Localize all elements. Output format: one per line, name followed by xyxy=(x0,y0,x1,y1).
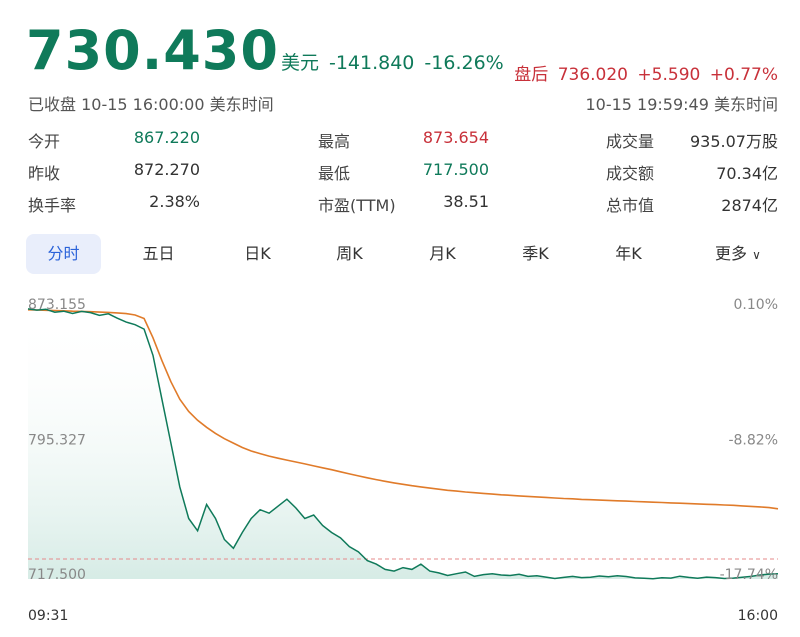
y-axis-label-left: 795.327 xyxy=(28,433,86,449)
after-hours-quote: 盘后 736.020 +5.590 +0.77% xyxy=(514,60,778,85)
price-line xyxy=(27,308,779,580)
stat-value-low: 717.500 xyxy=(422,160,489,179)
price-header: 730.430 美元 -141.840 -16.26% xyxy=(26,24,504,78)
tab-monthly-k[interactable]: 月K xyxy=(429,244,456,263)
tab-more[interactable]: 更多 ∨ xyxy=(694,234,782,274)
tab-daily-k[interactable]: 日K xyxy=(244,244,271,263)
stat-label-low: 最低 xyxy=(318,164,351,183)
stat-label-volume: 成交量 xyxy=(606,132,655,151)
x-axis-label-end: 16:00 xyxy=(738,608,778,624)
price-change-pct: -16.26% xyxy=(424,52,504,74)
y-axis-label-right: -8.82% xyxy=(728,433,778,449)
stat-label-prev-close: 昨收 xyxy=(28,164,61,183)
market-status: 已收盘 10-15 16:00:00 美东时间 xyxy=(28,95,274,114)
intraday-chart-svg: 873.155 795.327 717.500 0.10% -8.82% -17.74% 0… xyxy=(27,297,779,624)
stats-row: 今开 867.220 最高 873.654 成交量 935.07万股 xyxy=(0,128,800,156)
after-hours-pct: +0.77% xyxy=(709,65,778,85)
stat-value-prev-close: 872.270 xyxy=(133,160,200,179)
stat-label-pe-ttm: 市盈(TTM) xyxy=(318,196,396,215)
stat-value-high: 873.654 xyxy=(422,128,489,147)
tab-five-day[interactable]: 五日 xyxy=(142,244,175,263)
stats-row: 昨收 872.270 最低 717.500 成交额 70.34亿 xyxy=(0,160,800,188)
stat-value-turnover-rate: 2.38% xyxy=(149,192,200,211)
y-axis-label-right: 0.10% xyxy=(734,297,778,313)
tab-intraday[interactable]: 分时 xyxy=(26,234,101,274)
tab-yearly-k[interactable]: 年K xyxy=(615,244,642,263)
stat-value-volume: 935.07万股 xyxy=(690,132,778,151)
stat-label-turnover-rate: 换手率 xyxy=(28,196,77,215)
price-change: -141.840 xyxy=(328,52,415,74)
after-hours-price: 736.020 xyxy=(557,65,629,85)
after-hours-label: 盘后 xyxy=(514,65,549,85)
currency-unit: 美元 xyxy=(280,52,319,74)
intraday-chart[interactable]: 873.155 795.327 717.500 0.10% -8.82% -17.74% 0… xyxy=(0,290,800,637)
stat-value-market-cap: 2874亿 xyxy=(721,196,778,215)
stat-label-high: 最高 xyxy=(318,132,351,151)
tab-weekly-k[interactable]: 周K xyxy=(336,244,363,263)
stats-row: 换手率 2.38% 市盈(TTM) 38.51 总市值 2874亿 xyxy=(0,192,800,220)
average-price-line xyxy=(27,309,779,510)
price-area-fill xyxy=(28,308,778,579)
last-price: 730.430 xyxy=(26,19,279,82)
stat-label-market-cap: 总市值 xyxy=(606,196,655,215)
chevron-down-icon: ∨ xyxy=(752,248,761,262)
after-hours-change: +5.590 xyxy=(637,65,701,85)
stat-value-turnover: 70.34亿 xyxy=(716,164,778,183)
stat-value-pe-ttm: 38.51 xyxy=(443,192,489,211)
tab-quarterly-k[interactable]: 季K xyxy=(522,244,549,263)
stat-label-turnover: 成交额 xyxy=(606,164,655,183)
stat-label-open: 今开 xyxy=(28,132,61,151)
stat-value-open: 867.220 xyxy=(133,128,200,147)
chart-period-tabs: 分时 五日 日K 周K 月K 季K 年K 更多 ∨ xyxy=(26,234,782,274)
y-axis-label-right: -17.74% xyxy=(720,567,778,583)
x-axis-label-start: 09:31 xyxy=(28,608,68,624)
y-axis-label-left: 717.500 xyxy=(28,567,86,583)
after-hours-time: 10-15 19:59:49 美东时间 xyxy=(585,95,778,114)
y-axis-label-left: 873.155 xyxy=(28,297,86,313)
tab-more-label: 更多 xyxy=(715,244,748,263)
